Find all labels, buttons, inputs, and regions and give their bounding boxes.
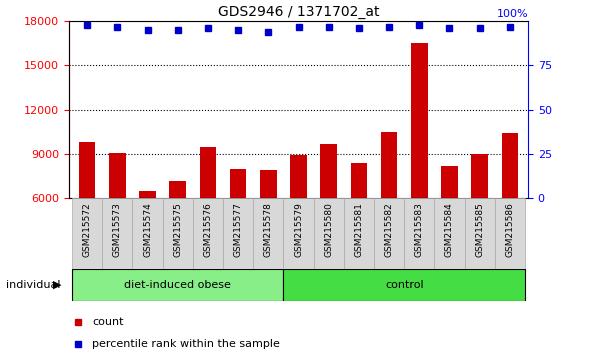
Text: GSM215573: GSM215573 (113, 202, 122, 257)
Text: count: count (92, 317, 124, 327)
Bar (133, 198, 163, 269)
Bar (320, 144, 337, 198)
Bar (253, 198, 283, 269)
Bar (374, 198, 404, 269)
Bar (495, 198, 525, 269)
Text: diet-induced obese: diet-induced obese (124, 280, 231, 290)
Text: GSM215576: GSM215576 (203, 202, 212, 257)
Text: control: control (385, 280, 424, 290)
Text: ▶: ▶ (53, 280, 61, 290)
Bar (472, 154, 488, 198)
Bar (464, 198, 495, 269)
Bar (434, 198, 464, 269)
Bar (314, 198, 344, 269)
Bar (223, 198, 253, 269)
Bar (441, 166, 458, 198)
Bar (109, 153, 125, 198)
Bar (79, 142, 95, 198)
Text: GSM215578: GSM215578 (264, 202, 273, 257)
Text: percentile rank within the sample: percentile rank within the sample (92, 339, 280, 349)
Text: GSM215584: GSM215584 (445, 202, 454, 257)
Bar (404, 198, 434, 269)
Text: GSM215586: GSM215586 (505, 202, 514, 257)
Text: GSM215582: GSM215582 (385, 202, 394, 257)
Bar (260, 170, 277, 198)
Bar (193, 198, 223, 269)
Text: individual: individual (6, 280, 61, 290)
Bar (102, 198, 133, 269)
Bar (169, 181, 186, 198)
Bar (139, 191, 156, 198)
Bar (283, 269, 525, 301)
Bar (200, 147, 216, 198)
Bar (290, 155, 307, 198)
Text: GSM215572: GSM215572 (83, 202, 92, 257)
Text: GSM215580: GSM215580 (324, 202, 333, 257)
Bar (350, 163, 367, 198)
Text: GSM215577: GSM215577 (233, 202, 242, 257)
Text: GSM215583: GSM215583 (415, 202, 424, 257)
Bar (344, 198, 374, 269)
Text: GSM215579: GSM215579 (294, 202, 303, 257)
Bar (163, 198, 193, 269)
Bar (72, 269, 283, 301)
Title: GDS2946 / 1371702_at: GDS2946 / 1371702_at (218, 5, 379, 19)
Text: GSM215581: GSM215581 (355, 202, 364, 257)
Bar (381, 132, 397, 198)
Bar (230, 169, 247, 198)
Bar (411, 44, 428, 198)
Text: 100%: 100% (496, 10, 528, 19)
Bar (283, 198, 314, 269)
Text: GSM215585: GSM215585 (475, 202, 484, 257)
Text: GSM215575: GSM215575 (173, 202, 182, 257)
Bar (502, 133, 518, 198)
Bar (72, 198, 102, 269)
Text: GSM215574: GSM215574 (143, 202, 152, 257)
